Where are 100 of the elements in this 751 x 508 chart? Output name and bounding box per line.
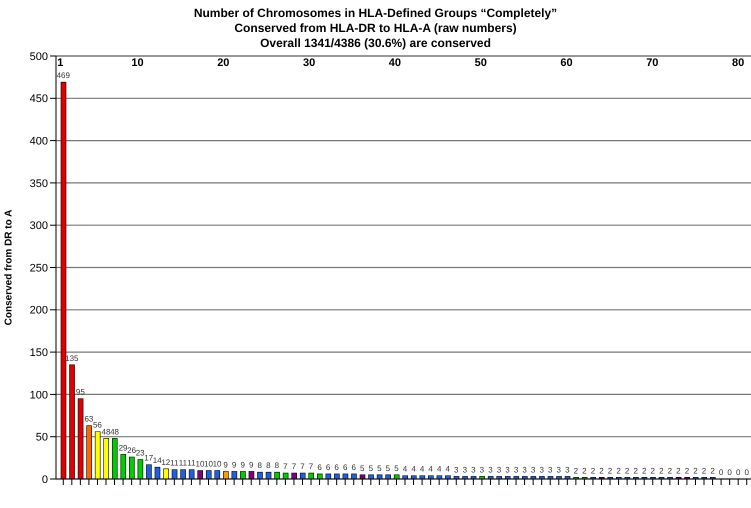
data-label: 3 <box>556 465 562 474</box>
data-label: 6 <box>352 462 357 472</box>
data-label: 3 <box>530 465 536 474</box>
x2-tick-label: 30 <box>302 57 316 69</box>
data-label: 2 <box>702 466 707 476</box>
data-label: 10 <box>196 460 205 469</box>
data-label: 3 <box>488 465 494 474</box>
data-label: 29 <box>118 443 128 452</box>
data-label: 9 <box>248 460 254 470</box>
data-label: 2 <box>668 466 673 476</box>
y-tick-label: 150 <box>30 347 48 360</box>
y-tick-label: 400 <box>30 136 48 148</box>
data-label: 3 <box>565 465 570 474</box>
x2-tick-label: 20 <box>217 57 230 69</box>
y-tick-label: 500 <box>30 50 48 63</box>
data-label: 0 <box>718 468 724 477</box>
data-label: 2 <box>616 466 622 476</box>
data-label: 4 <box>428 464 434 474</box>
data-label: 3 <box>522 465 528 474</box>
data-label: 0 <box>744 468 750 477</box>
data-label: 3 <box>480 465 485 474</box>
data-label: 6 <box>342 462 348 472</box>
x2-tick-label: 1 <box>57 57 64 69</box>
data-label: 10 <box>212 460 222 469</box>
data-label: 5 <box>377 464 382 473</box>
data-label: 6 <box>334 462 340 472</box>
data-label: 3 <box>539 465 544 474</box>
data-label: 6 <box>317 462 322 472</box>
data-label: 2 <box>659 466 664 476</box>
chart-subtitle: Overall 1341/4386 (30.6%) are conserved <box>259 36 492 51</box>
data-label: 5 <box>360 464 366 473</box>
data-label: 3 <box>454 465 460 474</box>
data-label: 5 <box>394 464 400 473</box>
x2-tick-label: 60 <box>560 57 573 69</box>
data-label: 2 <box>624 466 630 476</box>
data-label: 6 <box>326 462 331 472</box>
y-tick-label: 350 <box>30 178 48 190</box>
data-label: 2 <box>693 466 698 476</box>
data-label: 4 <box>445 464 450 474</box>
data-label: 4 <box>411 464 416 474</box>
data-label: 3 <box>462 465 468 474</box>
y-axis-title: Conserved from DR to A <box>4 210 15 326</box>
data-label: 23 <box>136 448 146 458</box>
data-label: 7 <box>300 462 306 472</box>
y-tick-label: 250 <box>30 262 48 274</box>
data-label: 5 <box>368 464 374 473</box>
data-label: 2 <box>574 466 579 476</box>
data-label: 2 <box>633 466 638 476</box>
data-label: 2 <box>608 466 613 476</box>
data-label: 3 <box>514 465 519 474</box>
data-label: 2 <box>599 466 604 476</box>
data-label: 3 <box>548 465 554 474</box>
y-tick-label: 100 <box>30 389 48 402</box>
data-label: 4 <box>420 464 425 474</box>
data-label: 12 <box>161 458 171 467</box>
chart-title: Number of Chromosomes in HLA-Defined Groups “Completely” Conserved from HLA-DR to HLA-A (raw numbers) <box>192 6 558 36</box>
y-tick-label: 0 <box>42 474 48 486</box>
data-label: 469 <box>56 71 70 80</box>
y-tick-label: 300 <box>30 220 48 232</box>
data-label: 48 <box>110 427 120 436</box>
data-label: 8 <box>274 461 280 470</box>
data-label: 2 <box>710 466 716 476</box>
data-label: 8 <box>266 461 272 470</box>
data-label: 2 <box>650 466 656 476</box>
data-label: 3 <box>496 465 502 474</box>
data-label: 63 <box>84 414 94 424</box>
data-label: 10 <box>204 460 214 469</box>
x2-tick-label: 80 <box>732 57 744 69</box>
data-label: 3 <box>505 465 510 474</box>
data-label: 56 <box>92 420 102 430</box>
data-label: 2 <box>684 466 690 476</box>
x2-tick-label: 40 <box>388 57 402 69</box>
data-label: 0 <box>727 468 732 477</box>
data-label: 9 <box>240 460 246 470</box>
data-label: 14 <box>152 456 162 466</box>
y-tick-label: 50 <box>36 432 48 444</box>
data-label: 0 <box>736 468 741 477</box>
data-label: 7 <box>308 462 314 472</box>
data-label: 3 <box>471 465 476 474</box>
data-label: 2 <box>590 466 596 476</box>
data-label: 11 <box>170 458 180 468</box>
data-label: 26 <box>127 446 137 456</box>
data-label: 8 <box>258 461 263 470</box>
y-tick-label: 450 <box>30 93 48 106</box>
y-tick-label: 200 <box>30 304 48 317</box>
x2-tick-label: 10 <box>131 57 144 69</box>
data-label: 9 <box>223 460 228 470</box>
data-label: 17 <box>144 454 154 463</box>
data-label: 7 <box>292 462 297 472</box>
data-label: 48 <box>102 427 111 436</box>
data-label: 4 <box>436 464 442 474</box>
x2-tick-label: 70 <box>646 57 658 69</box>
data-label: 5 <box>386 464 391 473</box>
data-label: 2 <box>642 466 647 476</box>
data-label: 11 <box>178 458 188 468</box>
data-label: 2 <box>582 466 588 476</box>
data-label: 2 <box>676 466 682 476</box>
data-label: 4 <box>402 464 408 474</box>
data-label: 11 <box>187 458 196 468</box>
data-label: 9 <box>232 460 237 470</box>
